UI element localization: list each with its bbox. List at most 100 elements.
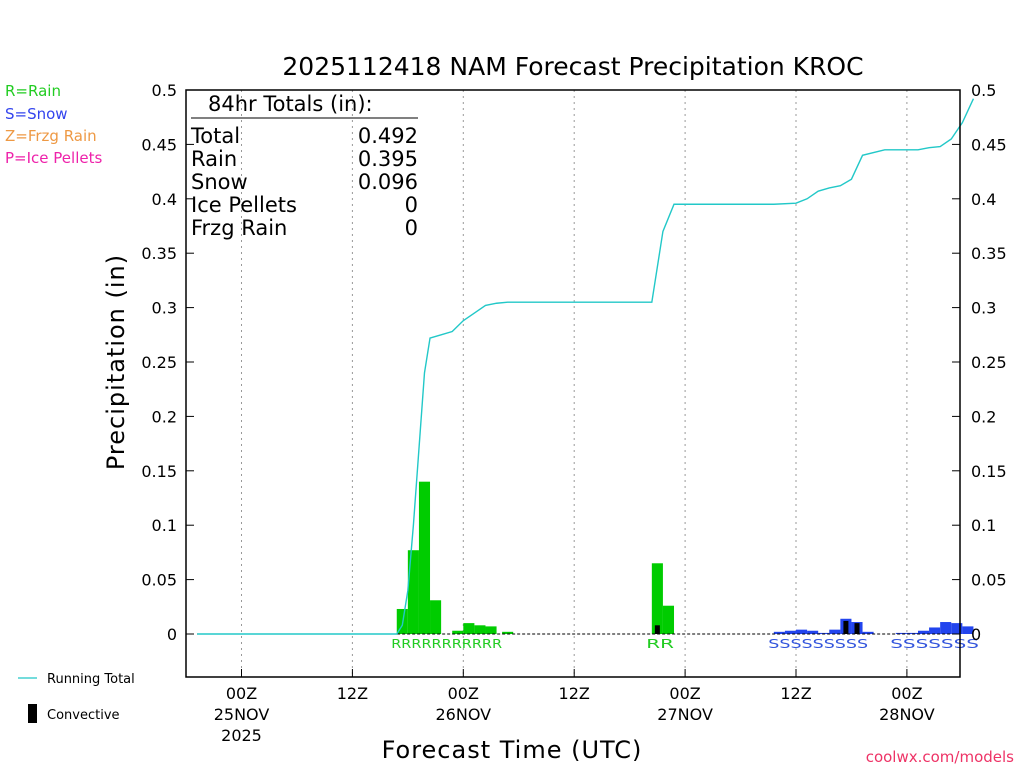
bar-25: [940, 622, 952, 634]
precip-type-strings: RRRRRRRRRRR RR SSSSSSSSS SSSSSSS: [391, 637, 979, 651]
gridlines: [241, 90, 908, 677]
bottom-legend: Running Total Convective: [18, 672, 135, 723]
x-axis-ticks: 00Z 25NOV 2025 12Z 00Z 26NOV 12Z 00Z 27NOV 12Z 00Z…: [214, 669, 935, 745]
precip-type-string-1: RR: [646, 637, 674, 651]
bar-7: [474, 625, 486, 634]
x-tick-date-6: 28NOV: [879, 705, 935, 724]
totals-label-total: Total: [190, 124, 240, 148]
totals-value-total: 0.492: [358, 124, 418, 148]
totals-value-rain: 0.395: [358, 147, 418, 171]
precip-type-string-0: RRRRRRRRRRR: [391, 637, 502, 651]
y-tick-label-right-3: 0.15: [971, 462, 1007, 481]
bar-14: [796, 629, 808, 634]
bar-27: [962, 626, 974, 634]
y-tick-label-left-10: 0.5: [152, 81, 177, 100]
bar-8: [485, 626, 497, 634]
bar-20: [862, 631, 874, 634]
legend-rain: R=Rain: [5, 82, 61, 100]
y-tick-label-left-1: 0.05: [141, 571, 177, 590]
running-total-line: [197, 98, 975, 635]
x-tick-label-4: 00Z: [669, 684, 700, 703]
x-axis-label: Forecast Time (UTC): [382, 736, 643, 764]
bar-3: [430, 600, 442, 634]
convective-series: [654, 620, 860, 634]
y-tick-label-left-0: 0: [167, 625, 177, 644]
x-tick-date-4: 27NOV: [657, 705, 713, 724]
bar-13: [784, 630, 796, 634]
bar-21: [895, 632, 907, 634]
bar-2: [418, 481, 431, 634]
legend-ice-pellets: P=Ice Pellets: [5, 149, 102, 167]
bar-12: [773, 631, 785, 634]
x-tick-label-1: 12Z: [337, 684, 368, 703]
convective-legend: Convective: [47, 708, 120, 723]
convective-bar-19: [854, 623, 860, 634]
totals-label-frzg-rain: Frzg Rain: [191, 216, 287, 240]
totals-box: 84hr Totals (in): Total 0.492 Rain 0.395…: [190, 92, 418, 240]
convective-bar-18: [843, 620, 849, 634]
precip-type-string-3: SSSSSSS: [890, 637, 979, 651]
totals-value-ice-pellets: 0: [405, 193, 418, 217]
plot-frame: [185, 89, 961, 678]
y-tick-label-right-2: 0.1: [971, 516, 996, 535]
y-tick-label-right-7: 0.35: [971, 244, 1007, 263]
bar-22: [906, 632, 918, 634]
bar-15: [807, 630, 819, 634]
x-tick-label-3: 12Z: [559, 684, 590, 703]
totals-header: 84hr Totals (in):: [208, 92, 373, 116]
x-tick-label-6: 00Z: [891, 684, 922, 703]
y-axis-label: Precipitation (in): [102, 254, 130, 470]
chart-title: 2025112418 NAM Forecast Precipitation KR…: [282, 52, 863, 81]
bar-5: [452, 630, 464, 634]
y-tick-label-left-3: 0.15: [141, 462, 177, 481]
totals-label-ice-pellets: Ice Pellets: [191, 193, 297, 217]
y-tick-label-right-8: 0.4: [971, 190, 996, 209]
totals-value-snow: 0.096: [358, 170, 418, 194]
bar-16: [818, 632, 830, 634]
y-tick-label-right-6: 0.3: [971, 299, 996, 318]
legend-snow: S=Snow: [5, 105, 68, 123]
x-tick-date-0: 25NOV: [214, 705, 270, 724]
x-tick-date-2: 26NOV: [436, 705, 492, 724]
bar-11: [662, 605, 675, 634]
y-tick-label-left-6: 0.3: [152, 299, 177, 318]
x-tick-label-0: 00Z: [226, 684, 257, 703]
bar-26: [951, 623, 963, 634]
legend-frzg-rain: Z=Frzg Rain: [5, 127, 97, 145]
y-tick-label-right-9: 0.45: [971, 135, 1007, 154]
totals-label-rain: Rain: [191, 147, 237, 171]
convective-bar-10: [654, 625, 660, 634]
bar-23: [917, 630, 930, 634]
y-tick-label-right-1: 0.05: [971, 571, 1007, 590]
y-tick-label-left-9: 0.45: [141, 135, 177, 154]
totals-value-frzg-rain: 0: [405, 216, 418, 240]
bar-24: [929, 627, 941, 634]
bar-6: [463, 623, 475, 634]
bar-10: [651, 563, 663, 634]
y-axis-right-ticks: 0 0.05 0.1 0.15 0.2 0.25 0.3 0.35 0.4 0.45 0.5: [952, 81, 1007, 644]
running-total-legend: Running Total: [47, 672, 135, 687]
y-tick-label-left-5: 0.25: [141, 353, 177, 372]
y-tick-label-right-10: 0.5: [971, 81, 996, 100]
x-tick-year-0: 2025: [221, 726, 262, 745]
y-tick-label-left-4: 0.2: [152, 407, 177, 426]
precip-type-string-2: SSSSSSSSS: [768, 637, 868, 651]
y-tick-label-right-0: 0: [971, 625, 981, 644]
x-tick-label-2: 00Z: [448, 684, 479, 703]
y-tick-label-left-7: 0.35: [141, 244, 177, 263]
y-tick-label-left-8: 0.4: [152, 190, 177, 209]
y-tick-label-right-4: 0.2: [971, 407, 996, 426]
credit-text: coolwx.com/models: [866, 748, 1014, 766]
y-tick-label-right-5: 0.25: [971, 353, 1007, 372]
type-legend: R=Rain S=Snow Z=Frzg Rain P=Ice Pellets: [5, 82, 102, 167]
bar-1: [407, 550, 419, 634]
y-tick-label-left-2: 0.1: [152, 516, 177, 535]
totals-label-snow: Snow: [191, 170, 248, 194]
bar-17: [829, 629, 841, 634]
convective-swatch: [28, 704, 37, 723]
bar-9: [502, 631, 514, 634]
y-axis-left-ticks: 0 0.05 0.1 0.15 0.2 0.25 0.3 0.35 0.4 0.45 0.5: [141, 81, 194, 644]
x-tick-label-5: 12Z: [780, 684, 811, 703]
